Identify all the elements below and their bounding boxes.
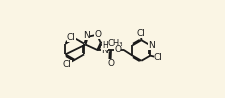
- Text: Cl: Cl: [63, 60, 72, 69]
- Text: N: N: [83, 31, 90, 40]
- Text: Cl: Cl: [153, 53, 162, 62]
- Text: O: O: [107, 59, 114, 68]
- Text: CH₃: CH₃: [107, 39, 123, 48]
- Text: O: O: [114, 44, 122, 54]
- Text: Cl: Cl: [67, 33, 76, 42]
- Text: N: N: [101, 46, 108, 55]
- Text: N: N: [148, 41, 155, 50]
- Text: Cl: Cl: [137, 29, 145, 38]
- Text: O: O: [94, 29, 101, 39]
- Text: H: H: [102, 41, 108, 50]
